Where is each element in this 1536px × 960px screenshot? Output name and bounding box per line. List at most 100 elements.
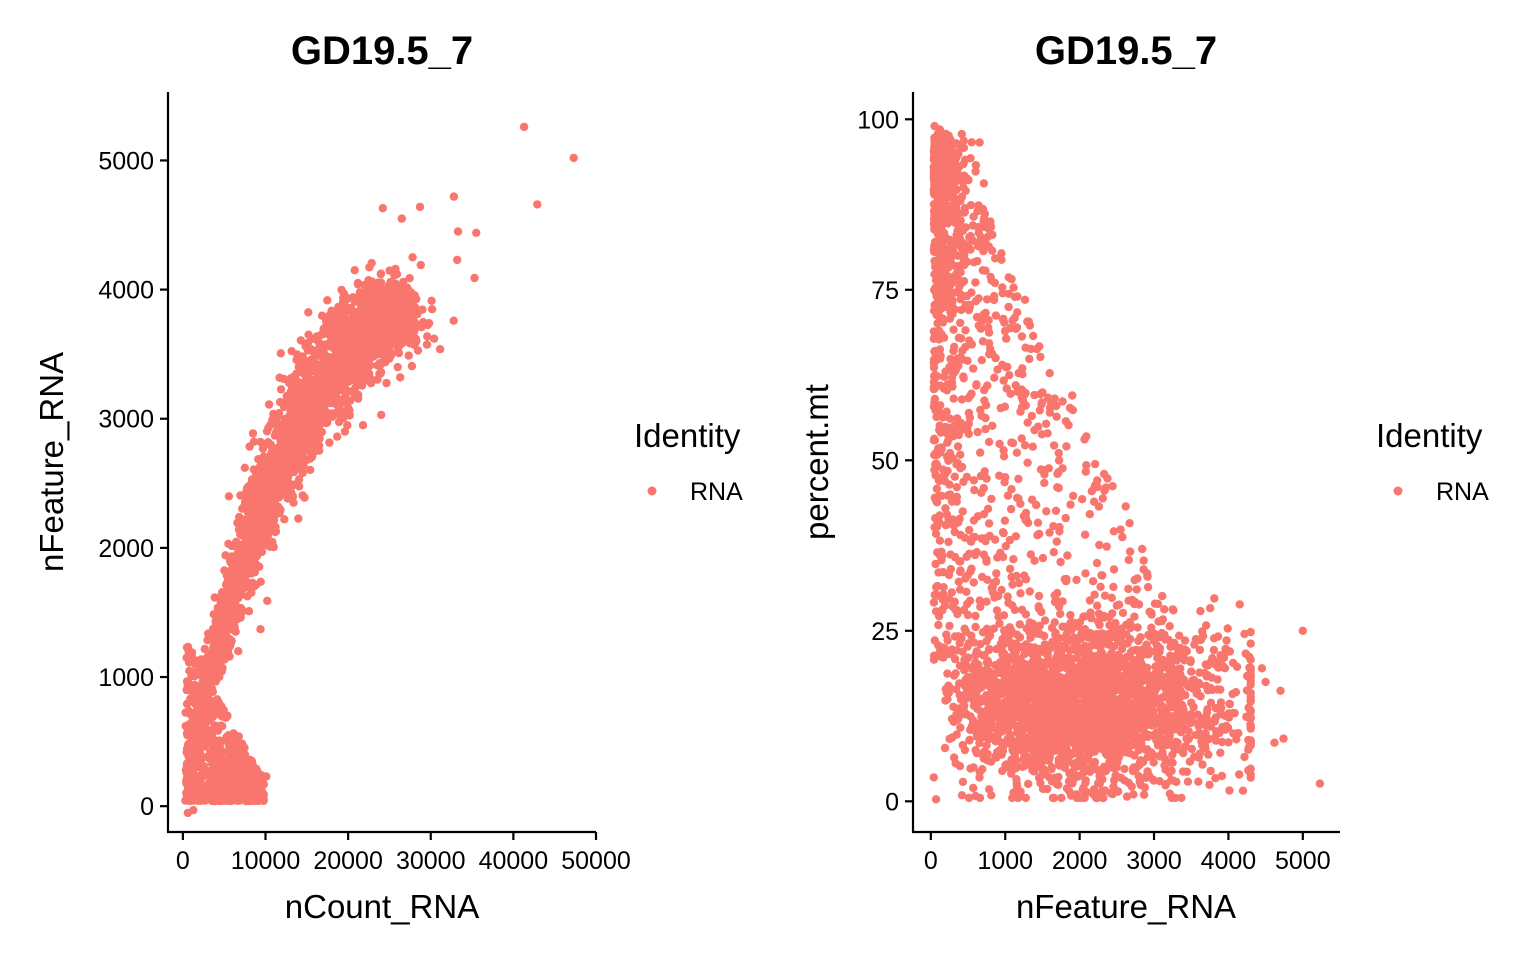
data-point: [949, 753, 959, 762]
data-point: [1149, 758, 1158, 767]
data-point: [1194, 777, 1203, 786]
data-point: [236, 491, 245, 500]
data-point: [236, 790, 245, 799]
data-point: [287, 382, 297, 391]
data-point: [1187, 744, 1197, 754]
data-point: [416, 260, 425, 270]
data-point: [369, 345, 379, 354]
data-point: [362, 360, 371, 369]
data-points: [929, 121, 1325, 804]
data-point: [1021, 793, 1030, 803]
data-point: [187, 650, 196, 659]
data-point: [1195, 645, 1205, 655]
data-point: [334, 348, 344, 357]
data-point: [1203, 705, 1212, 714]
data-point: [234, 647, 243, 656]
data-point: [256, 505, 265, 514]
data-point: [189, 806, 198, 815]
data-point: [229, 729, 238, 738]
data-point: [253, 520, 262, 530]
data-point: [248, 429, 258, 438]
data-point: [308, 359, 318, 368]
data-point: [393, 362, 402, 372]
data-point: [404, 309, 414, 318]
data-point: [183, 642, 193, 652]
data-point: [274, 428, 283, 437]
data-point: [321, 362, 330, 372]
data-point: [253, 489, 263, 498]
data-point: [269, 525, 278, 534]
chart-title: GD19.5_7: [291, 29, 473, 73]
data-point: [236, 613, 245, 622]
data-point: [220, 566, 229, 575]
data-point: [339, 317, 348, 327]
data-point: [345, 406, 354, 415]
data-point: [395, 283, 404, 292]
data-point: [234, 525, 244, 534]
data-point: [378, 204, 387, 213]
data-point: [193, 711, 202, 720]
data-point: [306, 399, 316, 408]
data-point: [1168, 750, 1177, 759]
data-point: [224, 747, 233, 757]
data-point: [969, 783, 978, 793]
data-point: [1048, 793, 1058, 803]
data-point: [200, 706, 210, 715]
y-tick-label: 2000: [98, 535, 154, 563]
data-point: [1043, 784, 1052, 794]
data-point: [263, 596, 272, 605]
data-point: [422, 340, 432, 349]
data-point: [348, 293, 358, 302]
data-point: [414, 322, 423, 331]
data-point: [250, 543, 259, 553]
data-point: [194, 669, 203, 678]
data-point: [324, 412, 333, 421]
data-point: [1072, 653, 1081, 663]
data-point: [375, 294, 385, 303]
legend-label-rna: RNA: [690, 478, 743, 506]
data-point: [326, 338, 336, 347]
data-point: [1196, 606, 1205, 616]
data-point: [200, 688, 209, 697]
data-point: [341, 336, 351, 345]
data-point: [355, 377, 365, 386]
data-point: [306, 465, 315, 475]
data-point: [266, 542, 275, 551]
data-point: [1210, 594, 1219, 603]
data-point: [1066, 610, 1075, 620]
data-point: [247, 588, 256, 597]
data-point: [358, 421, 368, 430]
data-point: [279, 473, 289, 482]
data-point: [221, 622, 230, 631]
data-point: [252, 552, 261, 561]
x-tick-label: 50000: [561, 847, 631, 875]
data-point: [294, 416, 303, 426]
data-point: [424, 319, 434, 328]
data-point: [330, 331, 340, 340]
data-point: [294, 475, 304, 484]
data-point: [312, 436, 321, 445]
data-point: [247, 763, 256, 772]
data-point: [293, 388, 302, 397]
data-point: [216, 632, 225, 641]
data-point: [404, 287, 413, 296]
data-point: [355, 288, 364, 297]
data-point: [1149, 698, 1158, 708]
data-point: [1238, 786, 1248, 795]
y-tick-label: 5000: [98, 147, 154, 175]
y-tick-label: 4000: [98, 277, 154, 305]
data-point: [191, 689, 201, 698]
data-point: [209, 641, 218, 650]
data-point: [379, 303, 388, 312]
x-tick-label: 30000: [396, 847, 466, 875]
data-point: [1168, 758, 1177, 767]
data-point: [519, 122, 529, 132]
data-point: [207, 697, 217, 706]
data-point: [276, 349, 285, 358]
chart-title: GD19.5_7: [1035, 29, 1217, 73]
data-point: [226, 639, 235, 648]
data-point: [958, 777, 968, 787]
data-point: [251, 580, 261, 590]
data-point: [312, 427, 321, 436]
data-point: [453, 255, 462, 265]
